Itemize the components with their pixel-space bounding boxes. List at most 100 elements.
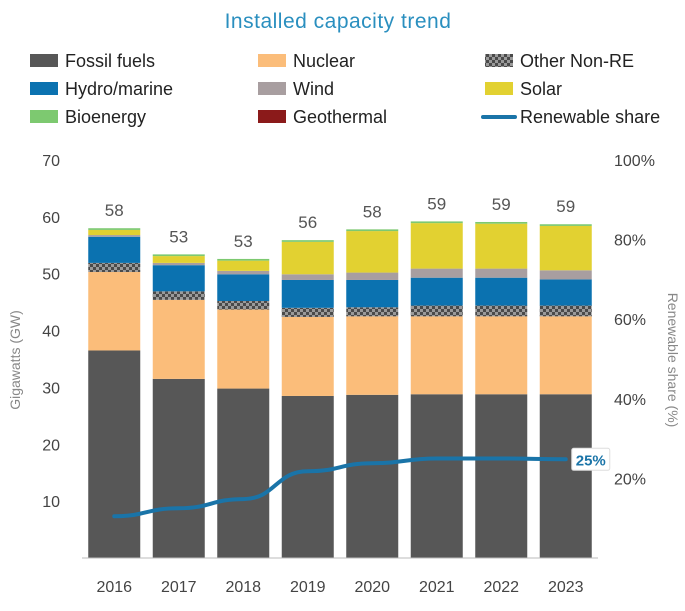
bar-segment xyxy=(539,225,592,271)
bar-segment xyxy=(539,316,592,395)
legend-swatch xyxy=(485,82,513,95)
legend-label: Geothermal xyxy=(293,107,387,127)
y-tick-label: 40 xyxy=(42,324,60,341)
bar-segment xyxy=(88,262,141,273)
bar-segment xyxy=(88,229,141,236)
y-tick-label: 60 xyxy=(42,210,60,227)
total-label: 53 xyxy=(169,227,188,246)
bar-segment xyxy=(539,224,592,226)
series-solar xyxy=(88,223,592,275)
legend-label: Bioenergy xyxy=(65,107,146,127)
legend-item: Fossil fuels xyxy=(30,51,155,71)
y2-axis-label: Renewable share (%) xyxy=(665,293,681,428)
legend-label: Renewable share xyxy=(520,107,660,127)
legend-swatch xyxy=(258,82,286,95)
legend-swatch xyxy=(258,54,286,67)
bar-segment xyxy=(88,235,141,237)
bar-segment xyxy=(346,231,399,273)
x-tick-label: 2018 xyxy=(225,579,261,596)
total-label: 58 xyxy=(105,201,124,220)
series-hydro-marine xyxy=(88,236,592,308)
y-tick-label: 30 xyxy=(42,380,60,397)
bar-segment xyxy=(346,316,399,395)
legend-swatch xyxy=(258,110,286,123)
bar-segment xyxy=(410,305,463,317)
bar-segment xyxy=(217,309,270,389)
y-tick-label: 20 xyxy=(42,437,60,454)
x-axis: 2016 2017 2018 2019 2020 2021 2022 2023 xyxy=(96,579,583,596)
bar-segment xyxy=(410,268,463,278)
bar-segment xyxy=(217,270,270,275)
y2-tick-label: 80% xyxy=(614,233,646,250)
bar-segment xyxy=(475,394,528,558)
bar-segment xyxy=(217,258,270,261)
legend-item: Nuclear xyxy=(258,51,355,71)
legend-item: Other Non-RE xyxy=(485,51,634,71)
bar-segment xyxy=(152,291,205,300)
x-tick-label: 2022 xyxy=(483,579,519,596)
x-tick-label: 2020 xyxy=(354,579,390,596)
y-tick-label: 10 xyxy=(42,494,60,511)
bar-segment xyxy=(410,394,463,558)
renewable-share-line: 25% xyxy=(112,447,611,519)
legend-swatch xyxy=(485,54,513,67)
bar-segment xyxy=(539,279,592,306)
bar-segment xyxy=(152,378,205,558)
series-wind xyxy=(88,235,592,280)
y2-tick-label: 40% xyxy=(614,392,646,409)
bar-segment xyxy=(152,299,205,379)
legend-item: Solar xyxy=(485,79,562,99)
legend-label: Fossil fuels xyxy=(65,51,155,71)
total-label: 53 xyxy=(234,232,253,251)
chart-title: Installed capacity trend xyxy=(225,10,452,33)
bar-segment xyxy=(281,307,334,317)
bar-segment xyxy=(88,228,141,230)
bar-segment xyxy=(539,305,592,317)
x-tick-label: 2021 xyxy=(419,579,455,596)
total-label: 59 xyxy=(427,194,446,213)
bar-segment xyxy=(475,316,528,395)
x-tick-label: 2023 xyxy=(548,579,584,596)
bar-segment xyxy=(217,260,270,271)
legend-swatch xyxy=(30,54,58,67)
bar-segment xyxy=(346,307,399,317)
y2-tick-label: 20% xyxy=(614,471,646,488)
bar-segment xyxy=(281,274,334,280)
bar-segment xyxy=(475,223,528,269)
bar-segment xyxy=(346,279,399,308)
bar-segment xyxy=(152,265,205,292)
y-tick-label: 70 xyxy=(42,153,60,170)
share-label-box xyxy=(571,447,611,471)
bar-segment xyxy=(410,221,463,224)
legend-label: Wind xyxy=(293,79,334,99)
total-label: 59 xyxy=(492,195,511,214)
bar-segment xyxy=(346,394,399,558)
bar-segment xyxy=(475,277,528,306)
bar-segment xyxy=(346,272,399,280)
legend-item: Bioenergy xyxy=(30,107,146,127)
legend-label: Hydro/marine xyxy=(65,79,173,99)
share-end-label: 25% xyxy=(576,452,606,469)
y-tick-label: 50 xyxy=(42,267,60,284)
y2-tick-label: 60% xyxy=(614,312,646,329)
bar-segment xyxy=(281,241,334,275)
legend-label: Other Non-RE xyxy=(520,51,634,71)
bar-segment xyxy=(475,305,528,317)
legend-item: Hydro/marine xyxy=(30,79,173,99)
bar-segment xyxy=(281,316,334,396)
y-axis-left: 10 20 30 40 50 60 70 xyxy=(42,153,60,511)
bar-segment xyxy=(346,229,399,232)
bar-segment xyxy=(217,388,270,558)
legend-item: Renewable share xyxy=(481,107,660,127)
bar-segment xyxy=(539,270,592,280)
bar-segment xyxy=(539,394,592,558)
legend-swatch xyxy=(30,110,58,123)
bar-segment xyxy=(281,395,334,558)
bar-segment xyxy=(410,316,463,395)
bar-stacks xyxy=(88,221,592,558)
x-tick-label: 2016 xyxy=(96,579,132,596)
line-series-renewable-share xyxy=(112,456,568,519)
legend-swatch xyxy=(30,82,58,95)
bar-segment xyxy=(410,223,463,269)
